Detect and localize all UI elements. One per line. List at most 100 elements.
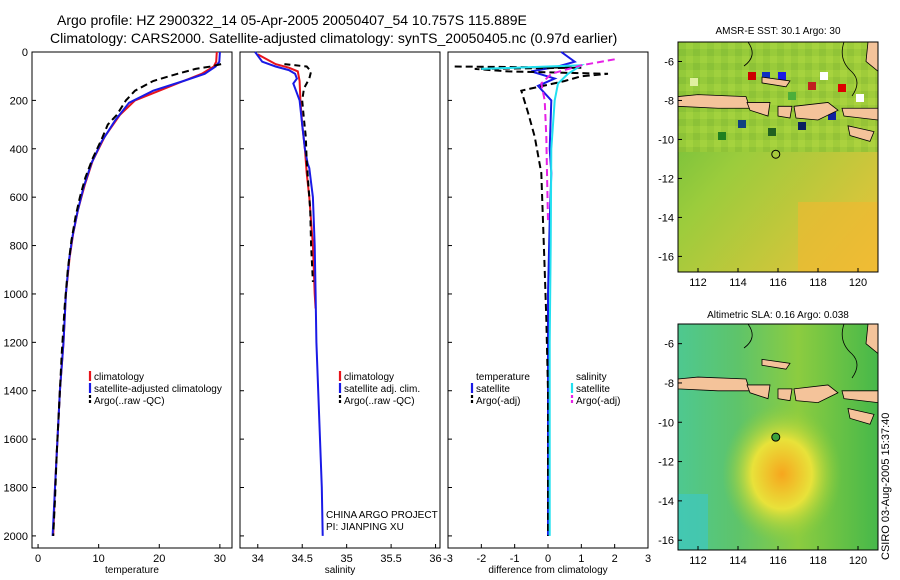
- sst_map-float-marker: [771, 149, 781, 159]
- sla_map-xtick-label: 116: [769, 555, 787, 567]
- sst_map-ytick-label: -10: [658, 134, 674, 146]
- panel-temperature: 0 10 20 30 temperature 0 200 400 600 800 1000 1200 1…: [4, 47, 233, 576]
- sst_map-ytick-label: -6: [664, 56, 674, 68]
- sla_map-ytick-label: -10: [658, 417, 674, 429]
- difference-xlabel: difference from climatology: [488, 565, 607, 576]
- sst-cell: [768, 128, 776, 136]
- salinity-legend-label: Argo(..raw -QC): [344, 396, 415, 407]
- temperature-series-climatology: [52, 51, 218, 536]
- panel-salinity: 34 34.5 35 35.5 36 salinity climatologysatelli…: [239, 51, 442, 576]
- salinity-xlabel: salinity: [325, 565, 356, 576]
- difference-series-salinity-satellite: [481, 64, 585, 536]
- temperature-legend-label: satellite-adjusted climatology: [94, 384, 222, 395]
- temperature-xtick-label: 10: [93, 553, 105, 565]
- land-shape: [746, 384, 771, 400]
- salinity-xtick-label: 35: [341, 553, 353, 565]
- sst-cell: [778, 72, 786, 80]
- depth-tick-label: 1800: [4, 483, 28, 495]
- difference-xtick-label: 1: [578, 553, 584, 565]
- panel-difference: -3 -2 -1 0 1 2 3 difference from climatology tem…: [443, 51, 651, 576]
- header-line-2: Climatology: CARS2000. Satellite-adjuste…: [50, 30, 618, 46]
- sst_map-ytick-label: -14: [658, 212, 674, 224]
- difference-legend-label: Argo(-adj): [476, 396, 520, 407]
- depth-tick-label: 2000: [4, 531, 28, 543]
- difference-xtick-label: -1: [510, 553, 520, 565]
- depth-tick-label: 400: [10, 144, 28, 156]
- sst-cell: [690, 78, 698, 86]
- salinity-annotation: CHINA ARGO PROJECT: [326, 510, 438, 521]
- depth-tick-label: 1200: [4, 337, 28, 349]
- land-shape: [793, 102, 839, 121]
- sst_map: AMSR-E SST: 30.1 Argo: 30 112 114 116 118 120…: [658, 26, 879, 289]
- sst-cell: [718, 132, 726, 140]
- land-shape: [847, 125, 875, 142]
- depth-tick-label: 0: [22, 47, 28, 59]
- sla_map-ytick-label: -16: [658, 535, 674, 547]
- sst_map-ytick-label: -12: [658, 173, 674, 185]
- difference-legend-label: satellite: [476, 384, 510, 395]
- sst-cell: [748, 72, 756, 80]
- sla_map-ytick-label: -6: [664, 339, 674, 351]
- sla_map: Altimetric SLA: 0.16 Argo: 0.038 112 114 11…: [658, 310, 879, 567]
- salinity-legend-label: climatology: [344, 372, 394, 383]
- sla_map-xtick-label: 118: [809, 555, 827, 567]
- salinity-frame: [239, 51, 441, 549]
- sst-cell: [808, 82, 816, 90]
- land-shape: [865, 42, 878, 72]
- sst-warm-patch: [798, 202, 878, 272]
- sla_map-xtick-label: 120: [849, 555, 867, 567]
- salinity-xtick-label: 36: [429, 553, 441, 565]
- sla_map-xtick-label: 112: [689, 555, 707, 567]
- temperature-xtick-label: 30: [214, 553, 226, 565]
- salinity-series-climatology: [257, 53, 317, 309]
- sst_map-ytick-label: -8: [664, 95, 674, 107]
- temperature-legend-label: Argo(..raw -QC): [94, 396, 165, 407]
- difference-series-salinity-argo-adj-: [540, 58, 615, 222]
- salinity-xtick-label: 34: [252, 553, 264, 565]
- difference-xtick-label: 3: [645, 553, 651, 565]
- depth-tick-label: 600: [10, 192, 28, 204]
- sst-cell: [788, 92, 796, 100]
- land-shape: [777, 105, 793, 119]
- temperature-xtick-label: 20: [153, 553, 165, 565]
- temperature-series-argo-raw-qc-: [52, 63, 222, 536]
- sst-cell: [838, 84, 846, 92]
- sla_map-xtick-label: 114: [729, 555, 747, 567]
- sla-low-patch: [678, 494, 708, 550]
- land-shape: [761, 76, 791, 88]
- salinity-xtick-label: 34.5: [292, 553, 313, 565]
- sst-cell: [828, 112, 836, 120]
- sla_map-title: Altimetric SLA: 0.16 Argo: 0.038: [707, 310, 849, 321]
- difference-xtick-label: 0: [545, 553, 551, 565]
- difference-series-temperature-argo-adj-: [454, 65, 609, 536]
- land-shape: [841, 390, 878, 404]
- coastline: [743, 324, 858, 379]
- land-shape: [761, 358, 791, 370]
- depth-tick-label: 1400: [4, 386, 28, 398]
- sst_map-xtick-label: 120: [849, 277, 867, 289]
- coastline: [743, 42, 858, 97]
- sla_map-ytick-label: -14: [658, 496, 674, 508]
- header-line-1: Argo profile: HZ 2900322_14 05-Apr-2005 …: [57, 12, 527, 28]
- difference-xtick-label: 2: [612, 553, 618, 565]
- land-shape: [793, 384, 839, 404]
- temperature-legend-label: climatology: [94, 372, 144, 383]
- sst-cell: [738, 120, 746, 128]
- land-shape: [777, 388, 793, 402]
- sla_map-ytick-label: -8: [664, 378, 674, 390]
- sla-anomaly: [722, 404, 842, 544]
- depth-tick-label: 800: [10, 241, 28, 253]
- land-shape: [678, 376, 751, 392]
- difference-xtick-label: -3: [443, 553, 453, 565]
- difference-legend-label: salinity: [576, 372, 607, 383]
- sst_map-title: AMSR-E SST: 30.1 Argo: 30: [715, 26, 840, 37]
- difference-legend-label: satellite: [576, 384, 610, 395]
- land-shape: [865, 324, 878, 354]
- depth-tick-label: 1000: [4, 289, 28, 301]
- sst_map-xtick-label: 116: [769, 277, 787, 289]
- sst-cell: [856, 94, 864, 102]
- sst-cell: [798, 122, 806, 130]
- sst-cell: [762, 72, 770, 80]
- sst_map-field: [678, 42, 878, 272]
